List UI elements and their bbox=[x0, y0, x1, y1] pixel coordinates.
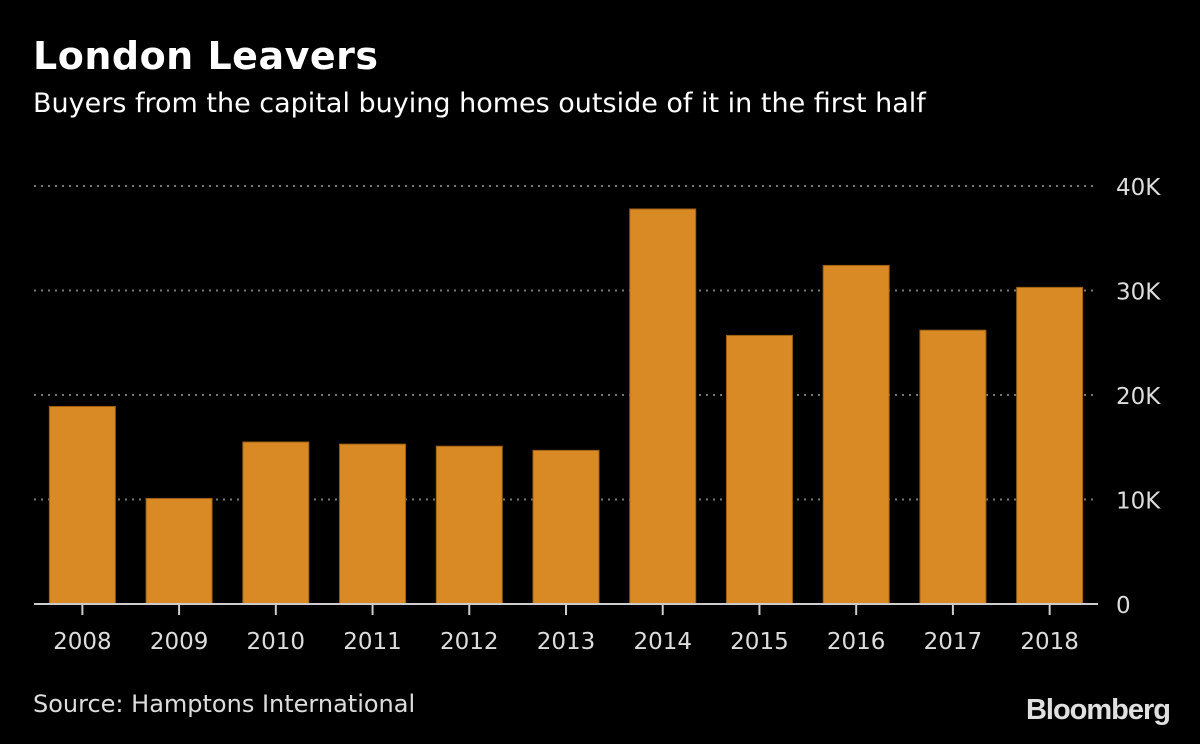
y-tick-label: 40K bbox=[1116, 175, 1161, 201]
chart-title: London Leavers bbox=[33, 34, 379, 78]
bar-2018 bbox=[1016, 286, 1084, 605]
y-tick-label: 0 bbox=[1116, 593, 1131, 619]
x-tick-label: 2010 bbox=[247, 629, 306, 655]
chart-subtitle: Buyers from the capital buying homes out… bbox=[33, 88, 926, 119]
x-tick-label: 2014 bbox=[633, 629, 692, 655]
bar-2010 bbox=[242, 441, 310, 605]
bar-2015 bbox=[725, 334, 793, 605]
y-tick-label: 30K bbox=[1116, 280, 1161, 306]
bloomberg-logo: Bloomberg bbox=[1025, 694, 1171, 726]
bars bbox=[48, 208, 1084, 605]
x-tick-label: 2009 bbox=[150, 629, 209, 655]
x-tick-label: 2017 bbox=[924, 629, 983, 655]
bar-2012 bbox=[435, 445, 503, 605]
x-tick-label: 2012 bbox=[440, 629, 499, 655]
source-note: Source: Hamptons International bbox=[33, 690, 416, 718]
x-tick-label: 2018 bbox=[1020, 629, 1079, 655]
bar-2009 bbox=[145, 497, 213, 605]
bar-2011 bbox=[339, 443, 407, 605]
x-tick-label: 2013 bbox=[537, 629, 596, 655]
bar-2016 bbox=[822, 264, 890, 605]
x-axis bbox=[34, 603, 1098, 615]
x-tick-label: 2011 bbox=[343, 629, 402, 655]
x-tick-label: 2008 bbox=[53, 629, 112, 655]
y-axis-labels: 0 10K 20K 30K 40K bbox=[1116, 175, 1161, 619]
x-tick-label: 2015 bbox=[730, 629, 789, 655]
y-tick-label: 20K bbox=[1116, 384, 1161, 410]
x-tick-label: 2016 bbox=[827, 629, 886, 655]
bar-2013 bbox=[532, 449, 600, 605]
bar-2014 bbox=[629, 208, 697, 605]
y-tick-label: 10K bbox=[1116, 489, 1161, 515]
x-axis-labels: 2008 2009 2010 2011 2012 2013 2014 2015 2016 2017… bbox=[53, 629, 1079, 655]
bar-2008 bbox=[48, 405, 116, 605]
bar-2017 bbox=[919, 329, 987, 605]
